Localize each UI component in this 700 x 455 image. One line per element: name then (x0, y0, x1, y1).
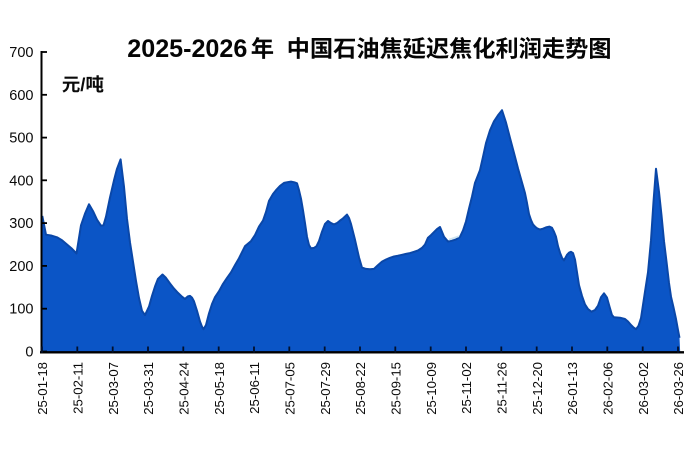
svg-text:26-03-26: 26-03-26 (671, 362, 686, 415)
svg-text:26-03-02: 26-03-02 (636, 362, 651, 415)
svg-text:25-09-15: 25-09-15 (389, 362, 404, 415)
svg-text:25-07-29: 25-07-29 (318, 362, 333, 415)
svg-text:500: 500 (9, 131, 33, 147)
svg-text:26-01-13: 26-01-13 (565, 362, 580, 415)
svg-text:2025-2026: 2025-2026 (127, 35, 247, 63)
svg-text:0: 0 (25, 345, 33, 361)
svg-text:25-02-11: 25-02-11 (71, 362, 86, 414)
svg-text:26-02-06: 26-02-06 (601, 362, 616, 415)
svg-text:25-04-24: 25-04-24 (177, 362, 192, 415)
svg-text:600: 600 (9, 88, 33, 104)
svg-text:400: 400 (9, 173, 33, 189)
svg-text:25-01-18: 25-01-18 (35, 362, 50, 415)
svg-text:25-06-11: 25-06-11 (247, 362, 262, 414)
svg-text:300: 300 (9, 216, 33, 232)
svg-text:25-12-20: 25-12-20 (530, 362, 545, 415)
svg-text:200: 200 (9, 259, 33, 275)
svg-text:25-05-18: 25-05-18 (212, 362, 227, 415)
svg-text:100: 100 (9, 302, 33, 318)
svg-text:25-07-05: 25-07-05 (283, 362, 298, 415)
svg-text:700: 700 (9, 45, 33, 61)
svg-text:25-11-02: 25-11-02 (459, 362, 474, 414)
svg-text:25-03-07: 25-03-07 (106, 362, 121, 415)
svg-text:25-10-09: 25-10-09 (424, 362, 439, 415)
svg-text:/: / (80, 74, 85, 95)
svg-text:25-08-22: 25-08-22 (353, 362, 368, 415)
svg-text:25-11-26: 25-11-26 (495, 362, 510, 414)
svg-text:25-03-31: 25-03-31 (141, 362, 156, 415)
